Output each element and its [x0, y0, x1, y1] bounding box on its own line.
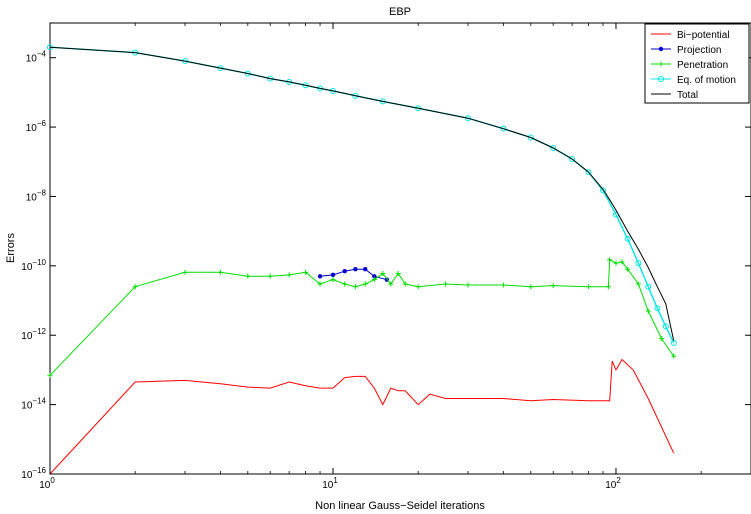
series-penetration: [47, 257, 677, 378]
data-point-penetration: [550, 283, 556, 289]
data-point-penetration: [317, 281, 323, 287]
data-point-eq-of-motion: [569, 156, 576, 163]
series-layer: [47, 44, 677, 475]
data-point-projection: [330, 272, 336, 278]
series-line-bi-potential: [49, 358, 675, 475]
y-tick-label: 10−8: [26, 188, 47, 203]
data-point-penetration: [267, 273, 273, 279]
legend-label-eq-of-motion: Eq. of motion: [677, 75, 736, 86]
y-tick-label: 10−10: [21, 258, 46, 273]
data-point-penetration: [528, 284, 534, 290]
data-point-penetration: [635, 281, 641, 287]
data-point-penetration: [388, 281, 394, 287]
legend-label-penetration: Penetration: [677, 60, 728, 71]
data-point-eq-of-motion: [624, 235, 631, 242]
legend-marker-eq-of-motion: [658, 76, 664, 82]
data-point-penetration: [182, 269, 188, 275]
data-point-penetration: [625, 266, 631, 272]
data-point-penetration: [362, 281, 368, 287]
plot-area: [49, 22, 751, 475]
data-point-projection: [372, 274, 377, 279]
series-total: [49, 46, 675, 341]
data-point-penetration: [245, 273, 251, 279]
data-point-eq-of-motion: [302, 82, 309, 89]
y-tick-label: 10−4: [26, 50, 47, 65]
legend-label-projection: Projection: [677, 45, 721, 56]
x-tick-label: 102: [605, 476, 621, 491]
data-point-projection: [353, 267, 358, 272]
y-tick-label: 10−12: [21, 327, 46, 342]
legend-marker-penetration: [658, 61, 664, 67]
data-point-penetration: [217, 269, 223, 275]
data-point-eq-of-motion: [662, 323, 669, 330]
data-point-penetration: [619, 259, 625, 265]
data-point-penetration: [402, 281, 408, 287]
series-line-total: [49, 46, 675, 341]
data-point-penetration: [586, 284, 592, 290]
axes-layer: 100 101 102 10−4 10−6 10−8 10−10 10−12 10−14 10−1…: [21, 23, 751, 491]
data-point-penetration: [443, 281, 449, 287]
data-point-penetration: [371, 277, 377, 283]
data-point-penetration: [342, 281, 348, 287]
data-point-penetration: [465, 282, 471, 288]
data-point-penetration: [286, 272, 292, 278]
legend-marker-projection: [658, 46, 664, 52]
data-point-penetration: [132, 284, 138, 290]
legend-label-bi-potential: Bi−potential: [677, 30, 730, 41]
data-point-eq-of-motion: [600, 187, 607, 194]
data-point-projection: [363, 267, 368, 272]
x-axis-label: Non linear Gauss−Seidel iterations: [315, 500, 485, 512]
data-point-penetration: [47, 372, 53, 378]
data-point-penetration: [303, 269, 309, 275]
data-point-penetration: [415, 284, 421, 290]
data-point-projection: [342, 269, 347, 274]
data-point-penetration: [352, 284, 358, 290]
data-point-penetration: [645, 308, 651, 314]
legend: Bi−potential Projection Penetration Eq. of …: [644, 23, 750, 104]
chart-title: EBP: [389, 6, 411, 18]
y-tick-label: 10−14: [21, 397, 46, 412]
data-point-penetration: [607, 257, 613, 263]
data-point-penetration: [500, 282, 506, 288]
legend-label-total: Total: [677, 90, 698, 101]
data-point-penetration: [671, 353, 677, 359]
data-point-eq-of-motion: [500, 125, 507, 132]
data-point-penetration: [330, 277, 336, 283]
data-point-eq-of-motion: [654, 305, 661, 312]
data-point-eq-of-motion: [585, 169, 592, 176]
y-tick-label: 10−16: [21, 466, 46, 481]
data-point-eq-of-motion: [550, 144, 557, 151]
data-point-projection: [317, 274, 323, 279]
x-tick-label: 100: [39, 476, 55, 491]
y-axis-label: Errors: [5, 233, 17, 263]
data-point-penetration: [395, 271, 401, 277]
series-bi-potential: [49, 358, 675, 475]
data-point-penetration: [605, 284, 611, 290]
x-tick-label: 101: [322, 476, 338, 491]
data-point-eq-of-motion: [645, 283, 652, 290]
data-point-penetration: [380, 271, 386, 277]
series-line-penetration: [49, 258, 675, 376]
data-point-eq-of-motion: [635, 260, 642, 267]
y-tick-label: 10−6: [26, 119, 47, 134]
data-point-eq-of-motion: [527, 134, 534, 141]
data-point-penetration: [613, 260, 619, 266]
data-point-eq-of-motion: [465, 115, 472, 122]
data-point-penetration: [659, 336, 665, 342]
